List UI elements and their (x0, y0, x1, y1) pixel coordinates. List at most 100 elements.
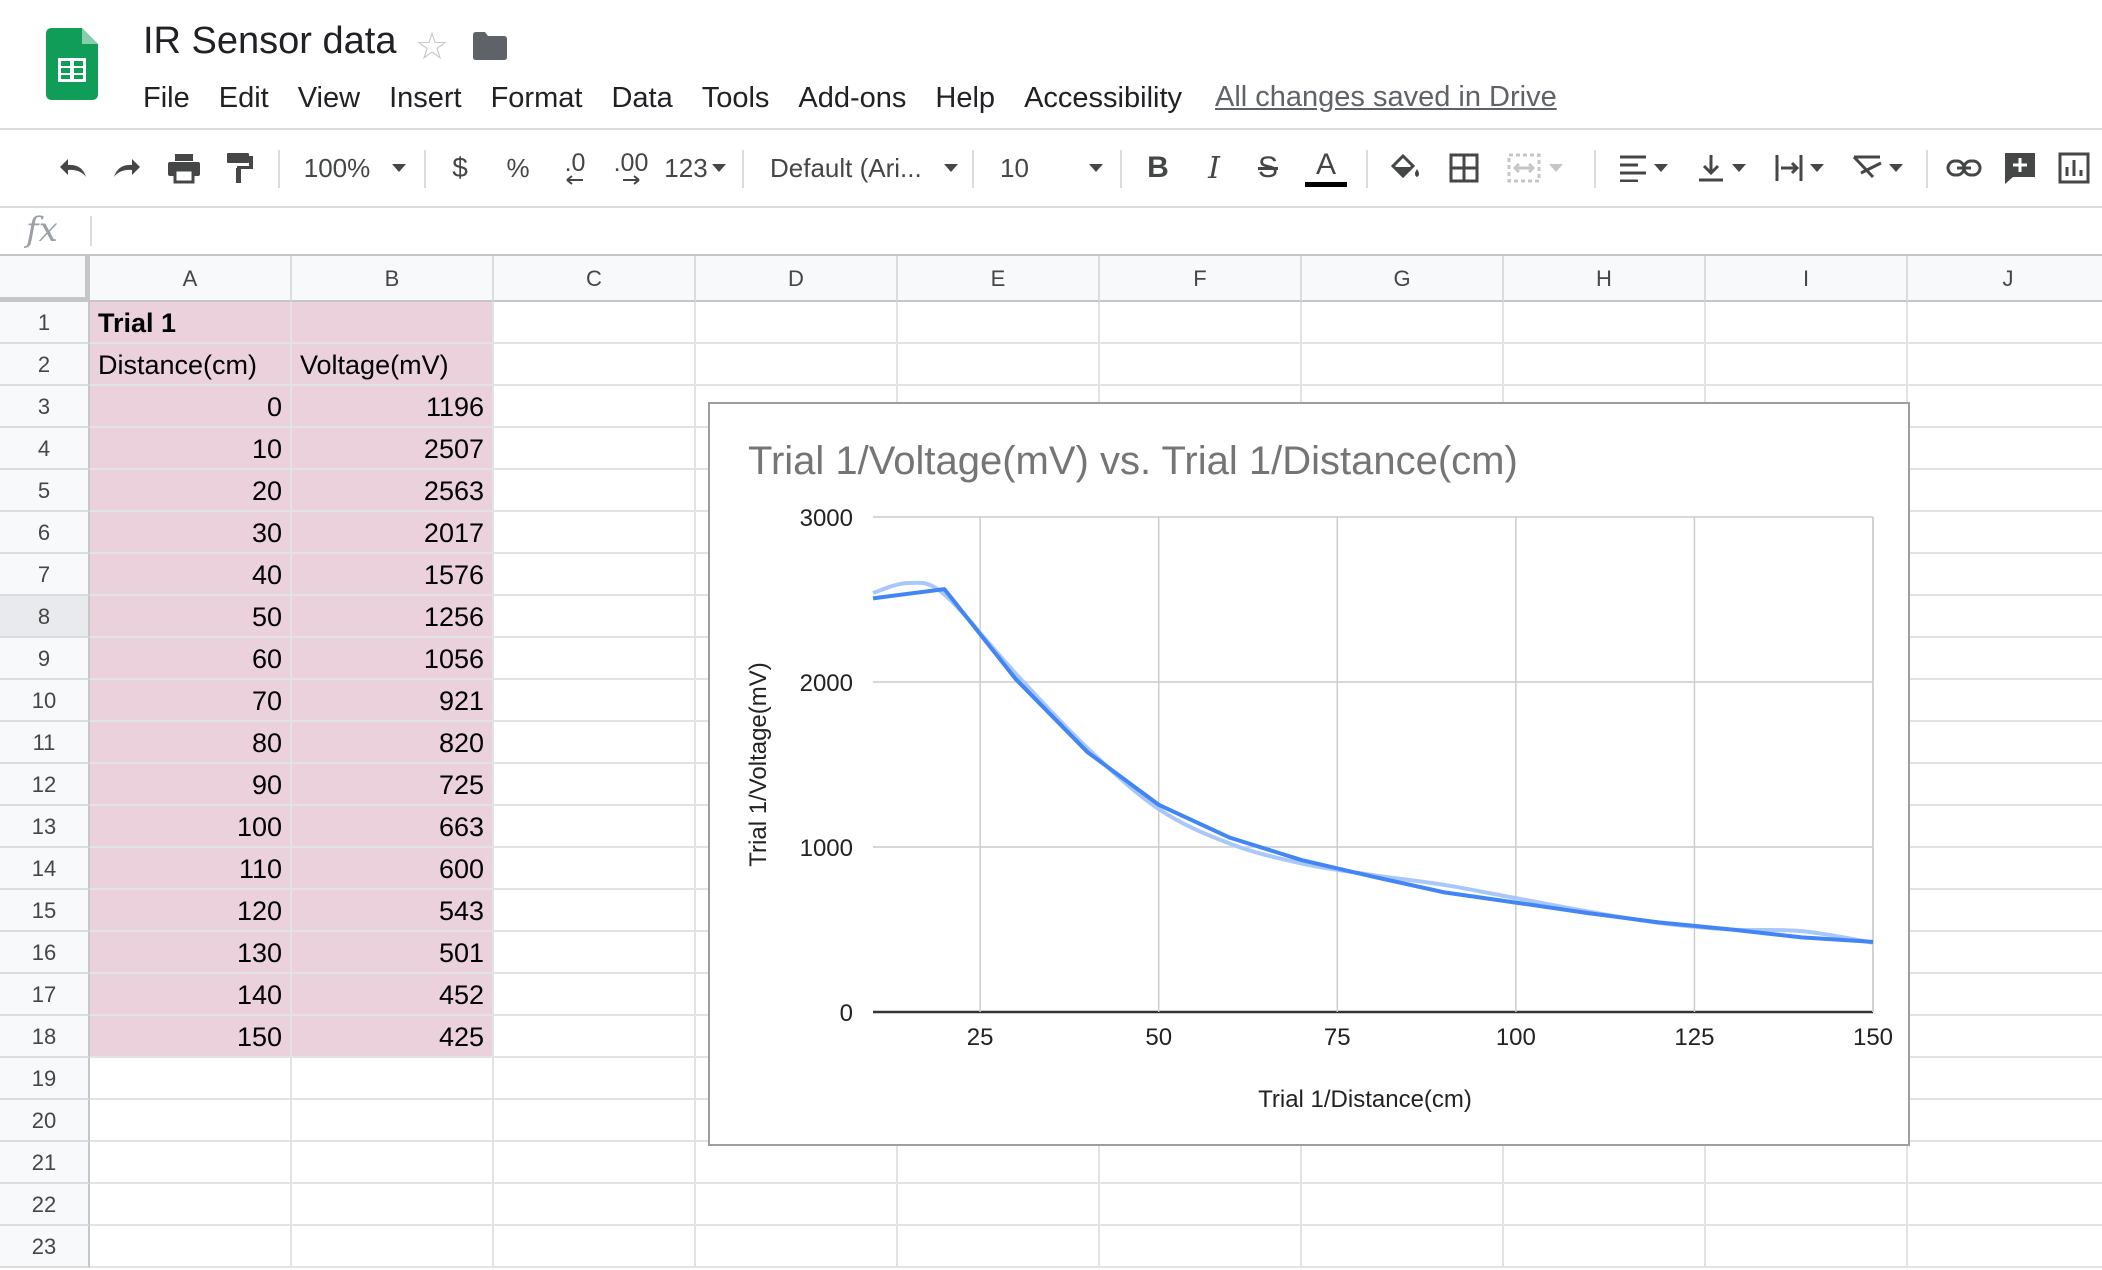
cell-g21[interactable] (1302, 1142, 1504, 1184)
cell-b17[interactable]: 452 (292, 974, 494, 1016)
cell-d22[interactable] (696, 1184, 898, 1226)
cell-c23[interactable] (494, 1226, 696, 1268)
cell-e2[interactable] (898, 344, 1100, 386)
cell-a13[interactable]: 100 (90, 806, 292, 848)
cell-e23[interactable] (898, 1226, 1100, 1268)
cell-c18[interactable] (494, 1016, 696, 1058)
cell-b4[interactable]: 2507 (292, 428, 494, 470)
row-header-1[interactable]: 1 (0, 302, 90, 344)
embedded-chart[interactable]: Trial 1/Voltage(mV) vs. Trial 1/Distance… (708, 402, 1910, 1146)
row-header-9[interactable]: 9 (0, 638, 90, 680)
cell-j1[interactable] (1908, 302, 2102, 344)
cell-b16[interactable]: 501 (292, 932, 494, 974)
cell-j5[interactable] (1908, 470, 2102, 512)
menu-tools[interactable]: Tools (701, 81, 770, 114)
cell-j23[interactable] (1908, 1226, 2102, 1268)
menu-insert[interactable]: Insert (389, 81, 462, 114)
cell-j18[interactable] (1908, 1016, 2102, 1058)
insert-link-icon[interactable] (1942, 130, 1986, 206)
insert-comment-icon[interactable] (1998, 130, 2042, 206)
cell-c21[interactable] (494, 1142, 696, 1184)
select-all-corner[interactable] (0, 256, 90, 302)
row-header-14[interactable]: 14 (0, 848, 90, 890)
row-header-11[interactable]: 11 (0, 722, 90, 764)
cell-d1[interactable] (696, 302, 898, 344)
row-header-19[interactable]: 19 (0, 1058, 90, 1100)
cell-g1[interactable] (1302, 302, 1504, 344)
cell-a4[interactable]: 10 (90, 428, 292, 470)
cell-b5[interactable]: 2563 (292, 470, 494, 512)
cell-a16[interactable]: 130 (90, 932, 292, 974)
font-size-select[interactable]: 10 (1000, 130, 1108, 206)
cell-c1[interactable] (494, 302, 696, 344)
cell-a6[interactable]: 30 (90, 512, 292, 554)
column-header-b[interactable]: B (292, 256, 494, 302)
text-color-button[interactable]: A (1304, 130, 1348, 206)
cell-i2[interactable] (1706, 344, 1908, 386)
cell-f23[interactable] (1100, 1226, 1302, 1268)
column-header-i[interactable]: I (1706, 256, 1908, 302)
cell-c22[interactable] (494, 1184, 696, 1226)
cell-c7[interactable] (494, 554, 696, 596)
menu-data[interactable]: Data (611, 81, 673, 114)
cell-j19[interactable] (1908, 1058, 2102, 1100)
text-rotation-icon[interactable] (1846, 130, 1908, 206)
cell-j4[interactable] (1908, 428, 2102, 470)
cell-b9[interactable]: 1056 (292, 638, 494, 680)
menu-addons[interactable]: Add-ons (798, 81, 907, 114)
column-header-f[interactable]: F (1100, 256, 1302, 302)
row-header-8[interactable]: 8 (0, 596, 90, 638)
cell-j3[interactable] (1908, 386, 2102, 428)
print-icon[interactable] (162, 130, 206, 206)
cell-h21[interactable] (1504, 1142, 1706, 1184)
cell-b11[interactable]: 820 (292, 722, 494, 764)
row-header-6[interactable]: 6 (0, 512, 90, 554)
row-header-13[interactable]: 13 (0, 806, 90, 848)
cell-d21[interactable] (696, 1142, 898, 1184)
cell-d23[interactable] (696, 1226, 898, 1268)
row-header-23[interactable]: 23 (0, 1226, 90, 1268)
cell-b8[interactable]: 1256 (292, 596, 494, 638)
row-header-21[interactable]: 21 (0, 1142, 90, 1184)
strikethrough-button[interactable]: S (1250, 130, 1286, 206)
cell-i22[interactable] (1706, 1184, 1908, 1226)
cell-c2[interactable] (494, 344, 696, 386)
cell-f21[interactable] (1100, 1142, 1302, 1184)
cell-c11[interactable] (494, 722, 696, 764)
cell-i21[interactable] (1706, 1142, 1908, 1184)
menu-accessibility[interactable]: Accessibility (1024, 81, 1183, 114)
cell-c16[interactable] (494, 932, 696, 974)
increase-decimal-button[interactable]: .00 (606, 130, 656, 206)
cell-j13[interactable] (1908, 806, 2102, 848)
row-header-12[interactable]: 12 (0, 764, 90, 806)
currency-format-button[interactable]: $ (442, 130, 478, 206)
undo-icon[interactable] (50, 130, 94, 206)
cell-a3[interactable]: 0 (90, 386, 292, 428)
cell-b6[interactable]: 2017 (292, 512, 494, 554)
cell-b15[interactable]: 543 (292, 890, 494, 932)
merge-cells-icon[interactable] (1500, 130, 1570, 206)
row-header-10[interactable]: 10 (0, 680, 90, 722)
cell-j11[interactable] (1908, 722, 2102, 764)
cell-g22[interactable] (1302, 1184, 1504, 1226)
row-header-22[interactable]: 22 (0, 1184, 90, 1226)
cell-j7[interactable] (1908, 554, 2102, 596)
cell-c15[interactable] (494, 890, 696, 932)
column-header-d[interactable]: D (696, 256, 898, 302)
cell-j17[interactable] (1908, 974, 2102, 1016)
insert-chart-icon[interactable] (2052, 130, 2096, 206)
borders-icon[interactable] (1442, 130, 1486, 206)
cell-b10[interactable]: 921 (292, 680, 494, 722)
cell-a22[interactable] (90, 1184, 292, 1226)
cell-c8[interactable] (494, 596, 696, 638)
cell-a8[interactable]: 50 (90, 596, 292, 638)
cell-j6[interactable] (1908, 512, 2102, 554)
text-wrap-icon[interactable] (1768, 130, 1830, 206)
cell-j10[interactable] (1908, 680, 2102, 722)
cell-h22[interactable] (1504, 1184, 1706, 1226)
cell-b2[interactable]: Voltage(mV) (292, 344, 494, 386)
cell-j14[interactable] (1908, 848, 2102, 890)
cell-c17[interactable] (494, 974, 696, 1016)
star-icon[interactable]: ☆ (415, 26, 450, 68)
cell-i23[interactable] (1706, 1226, 1908, 1268)
